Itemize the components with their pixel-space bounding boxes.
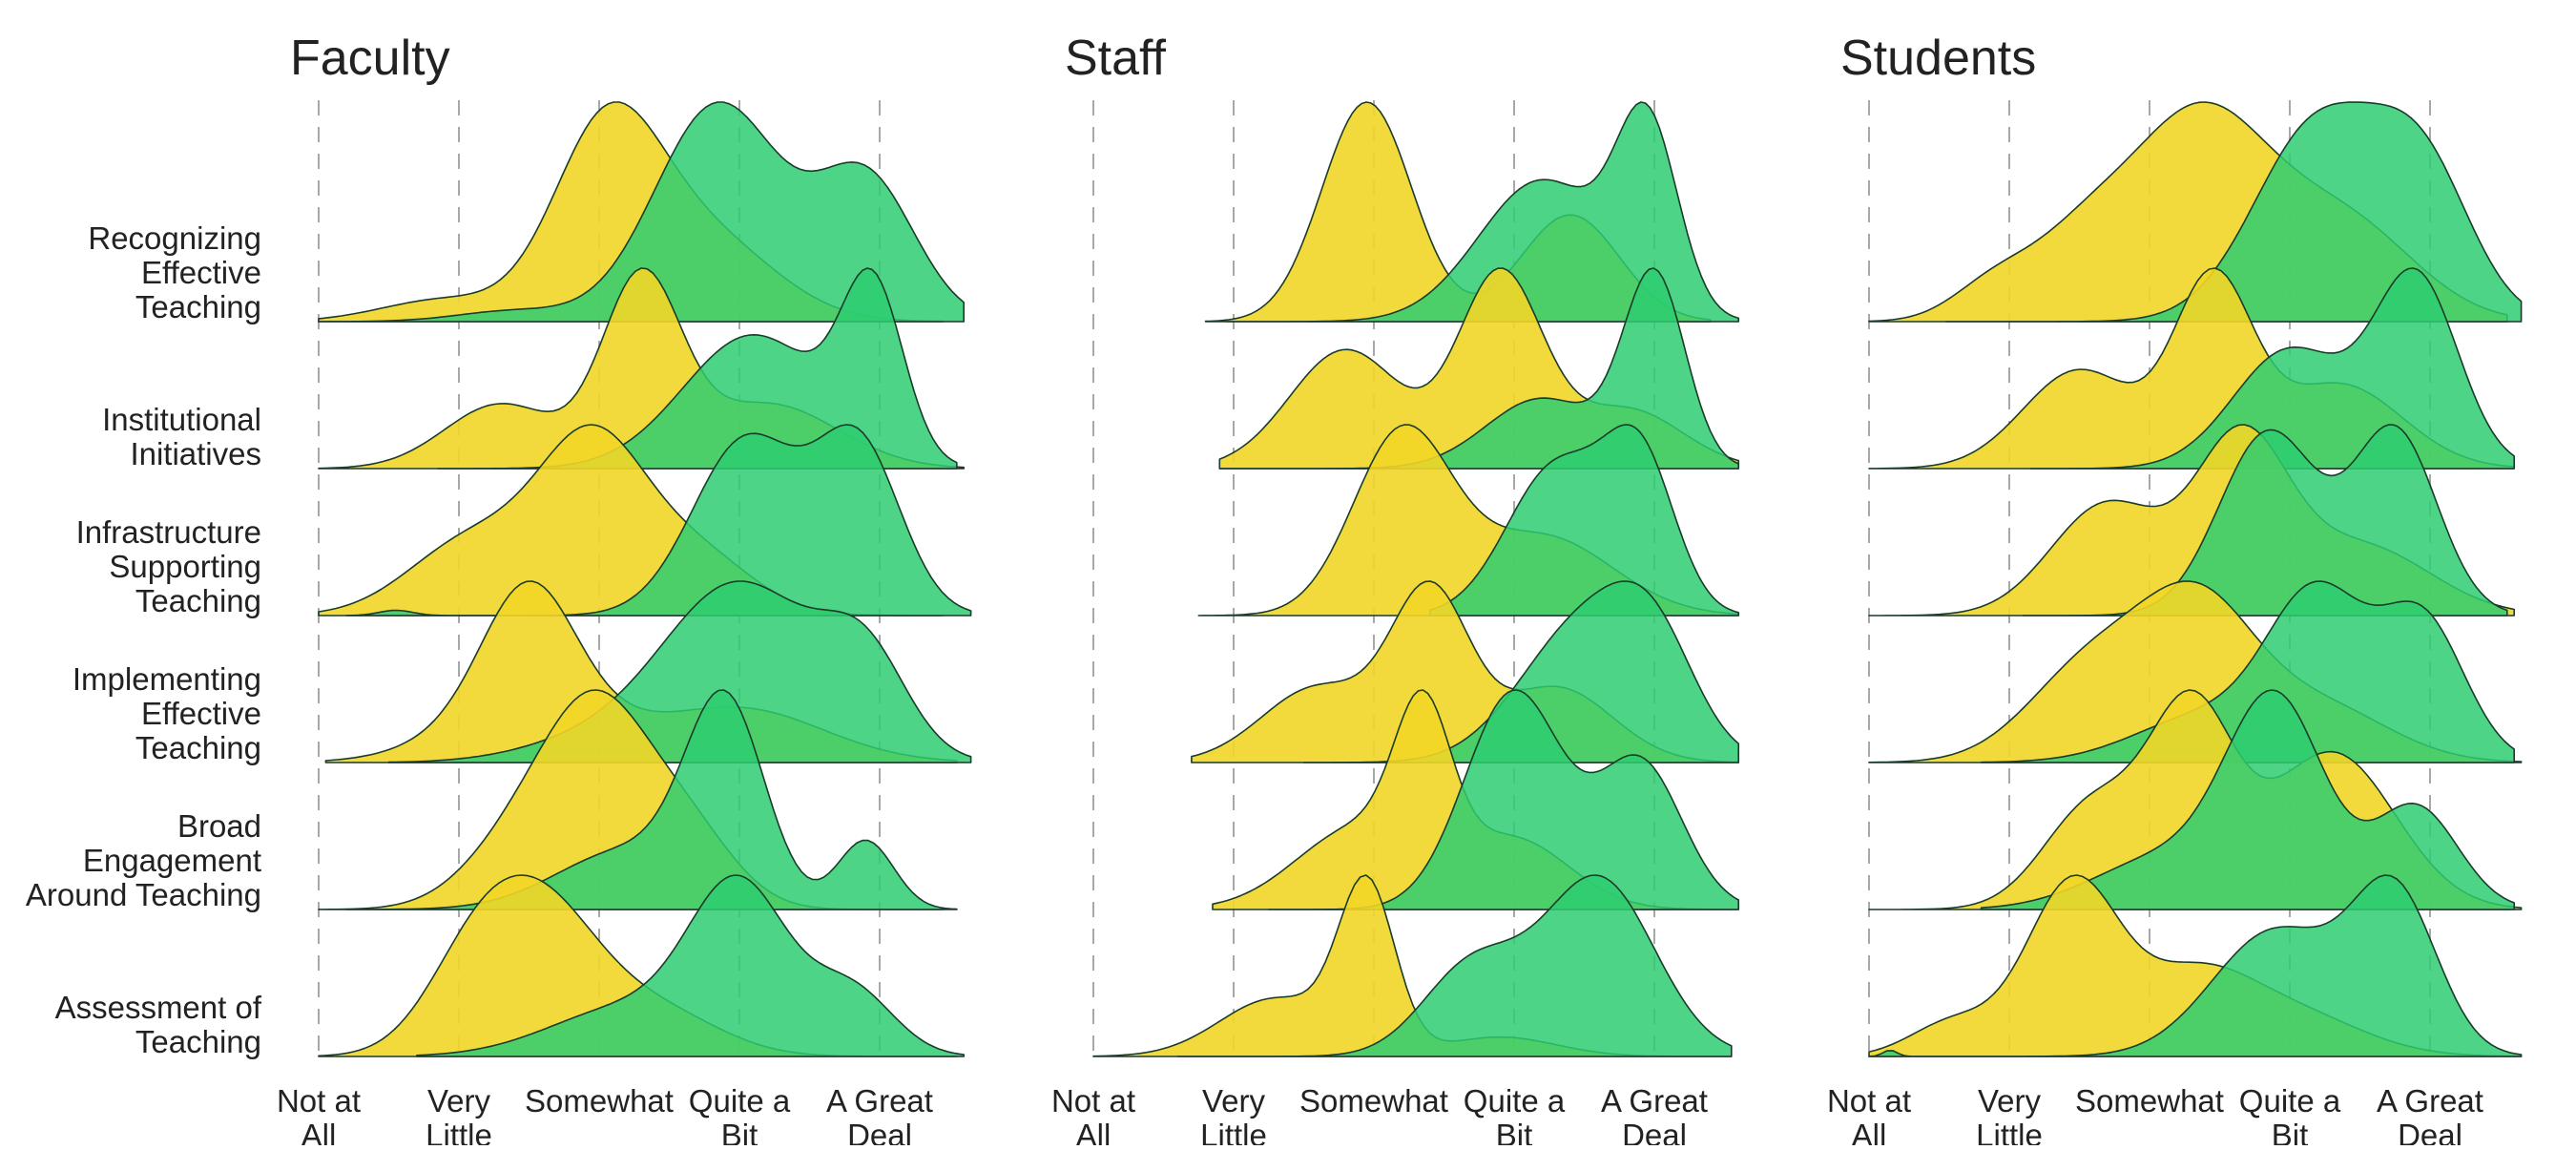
ridge-ideal-0-3 (387, 580, 972, 763)
ridge-ideal-2-2 (2022, 424, 2508, 617)
tick-label-0-2: Somewhat (525, 1083, 674, 1119)
ridge-ideal-0-1 (437, 267, 958, 470)
category-label-0: Recognizing Effective Teaching (88, 220, 261, 324)
panel-title-0: Faculty (290, 31, 450, 86)
ridge-ideal-1-3 (1302, 580, 1739, 763)
panel-title-2: Students (1840, 31, 2036, 86)
tick-label-2-0: Not at All (1827, 1083, 1911, 1145)
ridge-ideal-2-3 (1980, 580, 2515, 763)
ridge-ideal-1-5 (1176, 874, 1733, 1057)
panel-title-1: Staff (1065, 31, 1167, 86)
ridge-ideal-0-4 (345, 689, 958, 910)
ridge-ideal-0-5 (416, 874, 965, 1057)
ridge-ideal-2-0 (1945, 101, 2523, 323)
ridge-ideal-1-0 (1225, 101, 1739, 323)
ridge-ideal-1-1 (1218, 267, 1739, 470)
tick-label-0-4: A Great Deal (826, 1083, 933, 1145)
tick-label-1-4: A Great Deal (1601, 1083, 1708, 1145)
category-label-3: Implementing Effective Teaching (73, 661, 261, 765)
tick-label-0-3: Quite a Bit (689, 1083, 791, 1145)
ridge-ideal-0-2 (345, 424, 972, 617)
tick-label-0-0: Not at All (277, 1083, 361, 1145)
tick-label-2-3: Quite a Bit (2239, 1083, 2341, 1145)
ridge-ideal-2-1 (2029, 267, 2515, 470)
tick-label-1-2: Somewhat (1299, 1083, 1448, 1119)
category-label-5: Assessment of Teaching (55, 990, 262, 1059)
tick-label-1-3: Quite a Bit (1464, 1083, 1566, 1145)
category-label-4: Broad Engagement Around Teaching (26, 808, 261, 912)
tick-label-2-1: Very Little (1976, 1083, 2043, 1145)
tick-label-2-2: Somewhat (2075, 1083, 2224, 1119)
tick-label-1-1: Very Little (1200, 1083, 1267, 1145)
category-label-2: Infrastructure Supporting Teaching (76, 514, 261, 618)
category-label-1: Institutional Initiatives (102, 402, 261, 471)
ridge-ideal-1-2 (1429, 424, 1739, 617)
ridge-ideal-0-0 (318, 101, 965, 323)
ridge-ideal-2-5 (1868, 874, 2523, 1057)
tick-label-1-0: Not at All (1051, 1083, 1135, 1145)
tick-label-0-1: Very Little (426, 1083, 492, 1145)
tick-label-2-4: A Great Deal (2377, 1083, 2483, 1145)
